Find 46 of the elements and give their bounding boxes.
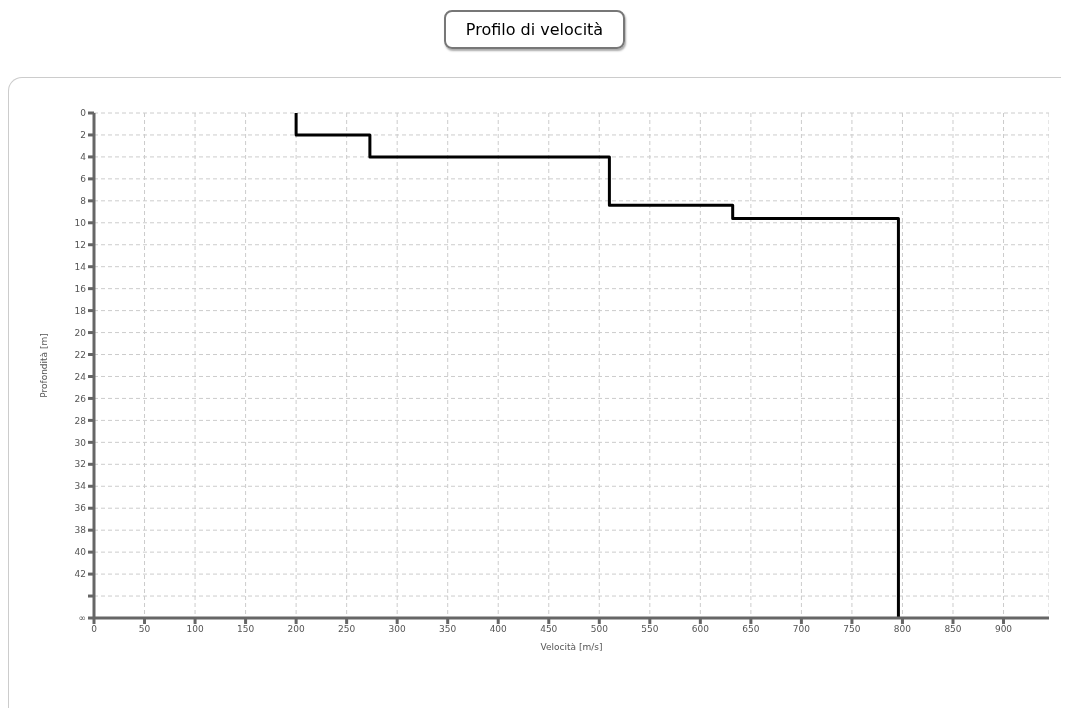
x-tick-label: 300 [388,624,407,635]
x-tick-label: 500 [590,624,609,635]
y-tick-label: 2 [80,130,86,141]
y-tick-label: 34 [74,481,87,492]
x-tick-label: 750 [843,624,861,635]
y-tick-label: 20 [74,327,87,338]
y-tick-label: 18 [74,305,87,316]
x-tick-label: 200 [287,624,305,635]
y-tick-label: 26 [74,393,87,404]
line-series [294,113,900,618]
y-tick-label: 4 [80,152,87,163]
y-tick-label: 16 [74,283,87,294]
y-axis-title: Profondità [m] [39,333,50,398]
y-tick-label: 38 [74,525,87,536]
y-tick-label: 40 [74,547,87,558]
x-tick-label: 250 [338,624,356,635]
y-tick-label: 30 [74,437,87,448]
x-tick-label: 900 [994,624,1013,635]
y-tick-label: 14 [74,261,87,272]
x-tick-label: 800 [893,624,912,635]
y-tick-label: 24 [74,371,87,382]
x-tick-label: 350 [439,624,457,635]
y-tick-label: ∞ [78,613,86,624]
y-tick-label: 0 [80,108,87,119]
y-tick-label: 10 [74,217,87,228]
x-tick-label: 50 [138,624,151,635]
x-tick-label: 0 [91,624,98,635]
x-tick-label: 600 [691,624,710,635]
y-tick-label: 6 [80,174,87,185]
x-tick-label: 550 [641,624,659,635]
x-axis-title: Velocità [m/s] [540,642,603,652]
x-tick-label: 850 [944,624,962,635]
y-tick-label: 28 [74,415,87,426]
x-tick-label: 400 [489,624,508,635]
y-tick-label: 32 [74,459,86,470]
x-tick-label: 450 [540,624,558,635]
x-tick-label: 100 [186,624,204,635]
chart-title: Profilo di velocità [443,10,626,49]
y-tick-label: 12 [74,239,86,250]
y-tick-label: 36 [74,503,87,514]
x-tick-label: 700 [792,624,811,635]
x-tick-label: 150 [236,624,255,635]
y-tick-label: 42 [74,569,86,580]
y-tick-label: 22 [74,349,86,360]
x-tick-label: 650 [742,624,760,635]
y-tick-label: 8 [80,196,87,207]
